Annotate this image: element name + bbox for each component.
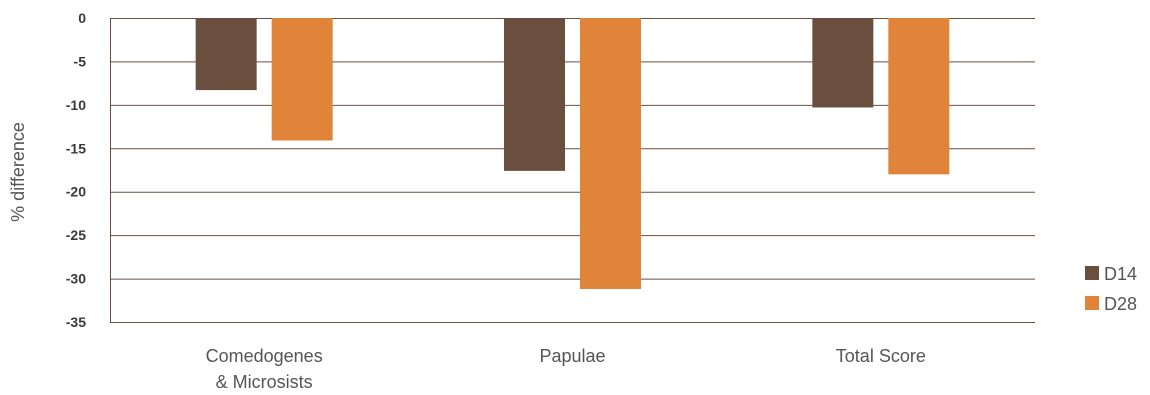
y-tick-label: 0 [78,10,86,26]
bar-d14-2 [504,18,565,171]
x-category-label: Comedogenes [206,346,323,366]
bar-d14-3 [812,18,874,108]
y-tick-label: -10 [66,97,86,113]
y-tick-label: -30 [66,271,86,287]
legend-label-d14: D14 [1104,264,1137,284]
bar-d28-3 [888,18,950,175]
y-tick-label: -5 [74,53,87,69]
legend-swatch-d28 [1085,296,1099,310]
x-category-label: & Microsists [216,372,313,392]
legend-swatch-d14 [1085,266,1099,280]
y-tick-label: -15 [66,140,86,156]
gridlines [110,18,1035,323]
x-category-label: Papulae [539,346,605,366]
y-tick-label: -20 [66,184,86,200]
y-axis-label: % difference [8,122,28,222]
bar-d28-1 [271,18,333,141]
x-category-labels: Comedogenes & Microsists Papulae Total Scor… [206,346,926,392]
legend-label-d28: D28 [1104,294,1137,314]
bars [195,18,950,289]
bar-d14-1 [195,18,257,91]
legend: D14 D28 [1085,264,1137,314]
y-tick-labels: 0 -5 -10 -15 -20 -25 -30 -35 [66,10,86,330]
y-tick-label: -35 [66,314,86,330]
y-tick-label: -25 [66,227,86,243]
x-category-label: Total Score [836,346,926,366]
bar-d28-2 [580,18,641,289]
